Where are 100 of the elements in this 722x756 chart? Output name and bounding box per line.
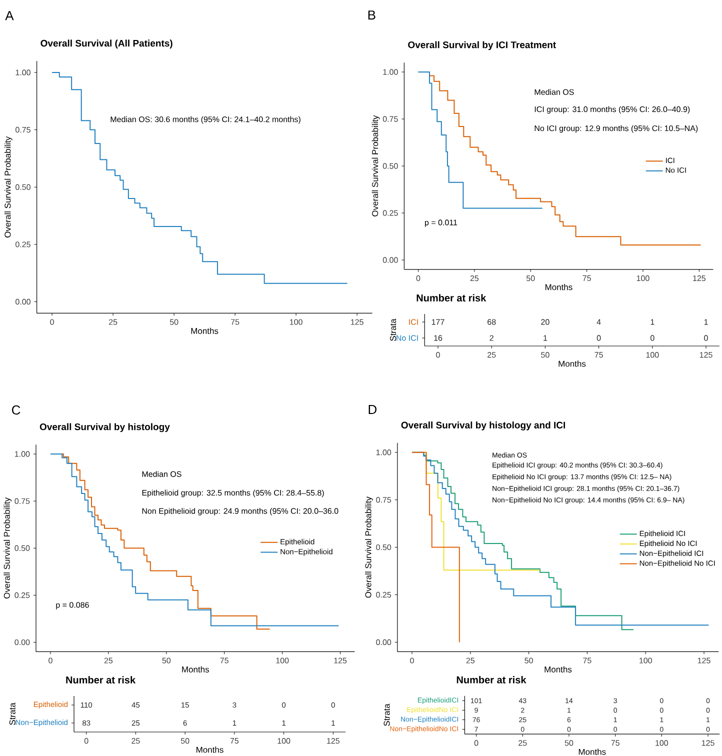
chart-title: Overall Survival by histology bbox=[40, 423, 170, 432]
text: A bbox=[5, 11, 14, 20]
y-tick-label: 0.50 bbox=[16, 184, 30, 190]
annotation: No ICI group: 12.9 months (95% CI: 10.5–NA) bbox=[534, 125, 698, 133]
y-tick-label: 0.25 bbox=[14, 592, 30, 598]
data-label: 1 bbox=[650, 319, 654, 325]
y-tick-label: 0.00 bbox=[14, 639, 30, 646]
x-tick-label: 25 bbox=[466, 658, 475, 664]
chart-title: Overall Survival by histology and ICI bbox=[401, 421, 566, 430]
y-tick-label: 0.75 bbox=[382, 116, 398, 122]
x-axis-title: Months bbox=[578, 748, 606, 755]
x-tick-label: 125 bbox=[698, 658, 710, 664]
data-label: 177 bbox=[432, 319, 444, 325]
x-tick-label: 125 bbox=[700, 352, 712, 358]
y-axis-title: Overall Survival Probability bbox=[4, 497, 12, 599]
x-tick-label: 75 bbox=[583, 658, 592, 664]
text: D bbox=[368, 405, 376, 414]
y-tick-label: 1.00 bbox=[383, 69, 398, 75]
x-axis-title: Months bbox=[545, 284, 572, 290]
y-axis-title: Strata bbox=[390, 318, 396, 341]
x-tick-label: 0 bbox=[410, 658, 414, 664]
x-axis-title: Months bbox=[182, 666, 209, 672]
y-tick-label: 0.75 bbox=[376, 497, 392, 503]
x-tick-label: 75 bbox=[230, 738, 239, 744]
data-label: 4 bbox=[596, 319, 601, 325]
annotation: Median OS bbox=[534, 89, 574, 95]
x-tick-label: 25 bbox=[488, 352, 496, 358]
y-tick-label: 0.25 bbox=[382, 210, 398, 216]
data-label: 0 bbox=[650, 335, 654, 341]
x-axis-title: Months bbox=[191, 328, 218, 334]
data-label: 20 bbox=[541, 319, 550, 325]
text: C bbox=[12, 405, 20, 415]
x-tick-label: 0 bbox=[416, 275, 420, 282]
x-tick-label: 50 bbox=[541, 352, 550, 358]
x-tick-label: 125 bbox=[702, 740, 714, 746]
x-axis-title: Months bbox=[558, 360, 586, 367]
y-tick-label: 0.00 bbox=[382, 257, 398, 263]
y-axis-title: Overall Survival Probability bbox=[365, 496, 373, 598]
annotation: p = 0.011 bbox=[425, 220, 458, 227]
x-tick-label: 50 bbox=[564, 740, 574, 746]
x-axis-title: Months bbox=[544, 666, 572, 672]
x-tick-label: 0 bbox=[436, 352, 440, 358]
data-label: 0 bbox=[704, 335, 708, 341]
x-tick-label: 125 bbox=[327, 738, 340, 744]
data-label: 0 bbox=[596, 335, 601, 341]
y-tick-label: ICI bbox=[409, 319, 418, 325]
x-tick-label: 100 bbox=[278, 738, 290, 744]
x-axis-title: Months bbox=[196, 746, 224, 753]
x-tick-label: 100 bbox=[640, 658, 652, 664]
data-label: 1 bbox=[704, 319, 708, 325]
x-tick-label: 125 bbox=[334, 658, 347, 664]
x-tick-label: 125 bbox=[693, 275, 706, 282]
chart-title: Overall Survival (All Patients) bbox=[40, 40, 172, 48]
x-tick-label: 0 bbox=[50, 319, 54, 325]
y-axis-title: Strata bbox=[384, 704, 390, 726]
x-tick-label: 100 bbox=[276, 658, 289, 664]
x-tick-label: 0 bbox=[474, 740, 478, 746]
y-tick-label: 0.25 bbox=[376, 592, 392, 598]
x-tick-label: 50 bbox=[180, 738, 190, 744]
x-tick-label: 25 bbox=[470, 275, 479, 282]
x-tick-label: 125 bbox=[350, 319, 364, 325]
y-tick-label: 0.25 bbox=[16, 242, 30, 248]
y-tick-label: 0.50 bbox=[382, 163, 398, 169]
x-tick-label: 100 bbox=[646, 352, 659, 358]
y-tick-label: 1.00 bbox=[15, 451, 30, 457]
y-tick-label: 0.00 bbox=[16, 298, 30, 305]
x-tick-label: 25 bbox=[109, 319, 118, 325]
y-axis-title: Overall Survival Probability bbox=[4, 136, 12, 238]
data-label: 2 bbox=[490, 335, 494, 341]
y-axis-title: Strata bbox=[9, 702, 16, 725]
x-tick-label: 50 bbox=[170, 319, 178, 325]
x-tick-label: 75 bbox=[594, 352, 603, 358]
annotation: Median OS: 30.6 months (95% CI: 24.1–40.2 months) bbox=[110, 116, 300, 124]
x-tick-label: 75 bbox=[231, 319, 240, 325]
x-tick-label: 100 bbox=[636, 275, 650, 282]
chart-title: Overall Survival by ICI Treatment bbox=[408, 41, 556, 50]
x-tick-label: 50 bbox=[526, 275, 535, 282]
y-tick-label: 0.75 bbox=[16, 126, 30, 133]
y-tick-label: 0.50 bbox=[376, 544, 392, 550]
x-tick-label: 50 bbox=[162, 658, 171, 664]
x-tick-label: 25 bbox=[132, 738, 140, 744]
y-axis-title: Overall Survival Probability bbox=[372, 115, 380, 216]
x-tick-label: 0 bbox=[84, 738, 88, 744]
x-tick-label: 25 bbox=[104, 658, 113, 664]
data-label: 68 bbox=[488, 319, 496, 325]
chart-title: Number at risk bbox=[416, 294, 486, 302]
data-label: 16 bbox=[434, 335, 442, 341]
x-tick-label: 75 bbox=[220, 658, 228, 664]
annotation: Epithelioid group: 32.5 months (95% CI: 28.4–55.8) bbox=[142, 490, 324, 498]
x-tick-label: 100 bbox=[656, 740, 668, 746]
x-tick-label: 100 bbox=[290, 319, 302, 325]
chart-title: Number at risk bbox=[66, 676, 136, 684]
y-tick-label: 0.00 bbox=[376, 639, 392, 646]
annotation: Median OS bbox=[142, 471, 182, 477]
annotation: Non Epithelioid group: 24.9 months (95% CI: 20.0–36.0 bbox=[142, 508, 338, 516]
y-tick-label: 0.75 bbox=[14, 498, 30, 504]
data-label: 1 bbox=[544, 335, 548, 341]
chart-title: Number at risk bbox=[456, 676, 526, 684]
annotation: ICI group: 31.0 months (95% CI: 26.0–40.9) bbox=[534, 106, 690, 114]
x-tick-label: 0 bbox=[48, 658, 52, 664]
